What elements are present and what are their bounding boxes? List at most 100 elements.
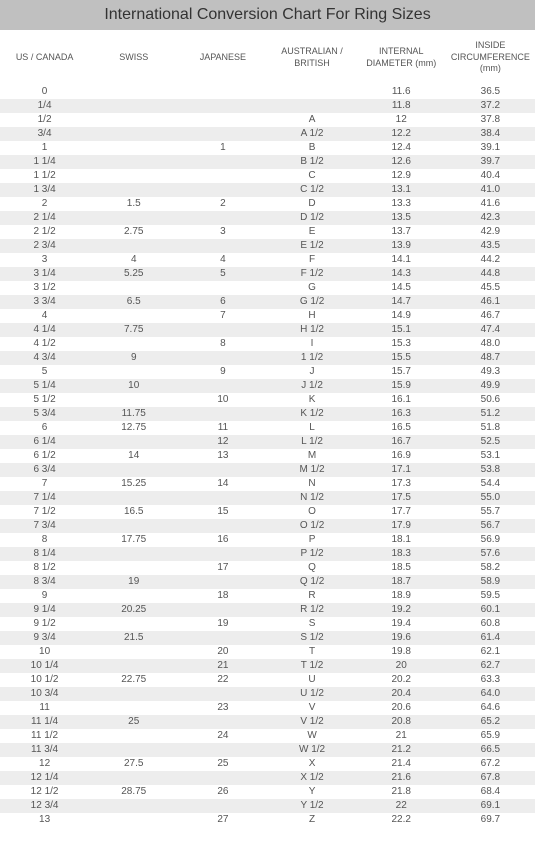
table-cell: T	[267, 645, 356, 659]
table-cell: 7	[0, 477, 89, 491]
table-cell: 1/4	[0, 99, 89, 113]
table-cell: N 1/2	[267, 491, 356, 505]
table-cell: 21	[178, 659, 267, 673]
table-row: 918R18.959.5	[0, 589, 535, 603]
table-cell: 69.1	[446, 799, 535, 813]
table-row: 2 1/22.753E13.742.9	[0, 225, 535, 239]
table-cell: E 1/2	[267, 239, 356, 253]
table-cell: G 1/2	[267, 295, 356, 309]
table-cell: V 1/2	[267, 715, 356, 729]
table-cell: 21.6	[357, 771, 446, 785]
table-row: 3 1/45.255F 1/214.344.8	[0, 267, 535, 281]
table-cell	[89, 141, 178, 155]
table-cell: 16.7	[357, 435, 446, 449]
table-cell	[89, 743, 178, 757]
table-cell: B 1/2	[267, 155, 356, 169]
table-cell: 7 1/4	[0, 491, 89, 505]
table-cell: 62.1	[446, 645, 535, 659]
table-cell	[89, 393, 178, 407]
table-cell	[89, 491, 178, 505]
table-cell: C 1/2	[267, 183, 356, 197]
table-cell: 13.7	[357, 225, 446, 239]
table-cell	[178, 519, 267, 533]
table-cell: 12 1/2	[0, 785, 89, 799]
table-cell: 12.4	[357, 141, 446, 155]
table-cell: 20.6	[357, 701, 446, 715]
table-cell: 18.3	[357, 547, 446, 561]
table-cell	[178, 169, 267, 183]
table-cell: W 1/2	[267, 743, 356, 757]
table-cell	[267, 85, 356, 99]
table-cell: 26	[178, 785, 267, 799]
table-cell: 46.1	[446, 295, 535, 309]
table-cell: 45.5	[446, 281, 535, 295]
table-cell	[267, 99, 356, 113]
table-cell: 17.1	[357, 463, 446, 477]
table-cell: 44.8	[446, 267, 535, 281]
table-cell: 60.8	[446, 617, 535, 631]
table-cell	[89, 155, 178, 169]
table-cell: D	[267, 197, 356, 211]
table-cell: 5 1/4	[0, 379, 89, 393]
table-cell	[178, 351, 267, 365]
table-row: 9 3/421.5S 1/219.661.4	[0, 631, 535, 645]
table-cell: E	[267, 225, 356, 239]
table-cell: 21	[357, 729, 446, 743]
table-cell: R 1/2	[267, 603, 356, 617]
table-cell: 1.5	[89, 197, 178, 211]
table-cell: 48.7	[446, 351, 535, 365]
table-row: 8 1/217Q18.558.2	[0, 561, 535, 575]
table-cell: 20.4	[357, 687, 446, 701]
table-cell: 56.9	[446, 533, 535, 547]
table-cell: M	[267, 449, 356, 463]
table-cell: Q 1/2	[267, 575, 356, 589]
table-cell: 2.75	[89, 225, 178, 239]
table-cell: 16	[178, 533, 267, 547]
table-cell: 20.25	[89, 603, 178, 617]
table-cell: 11.6	[357, 85, 446, 99]
table-row: 4 1/47.75H 1/215.147.4	[0, 323, 535, 337]
table-cell	[178, 743, 267, 757]
table-cell: 2 3/4	[0, 239, 89, 253]
table-cell	[178, 407, 267, 421]
table-cell: 12.2	[357, 127, 446, 141]
table-cell: 8	[178, 337, 267, 351]
table-cell: 12	[357, 113, 446, 127]
col-inside-circumference: INSIDE CIRCUMFERENCE (mm)	[446, 30, 535, 85]
table-cell	[178, 239, 267, 253]
table-cell: 0	[0, 85, 89, 99]
table-cell: 58.2	[446, 561, 535, 575]
table-cell: N	[267, 477, 356, 491]
table-cell: 16.5	[357, 421, 446, 435]
table-row: 47H14.946.7	[0, 309, 535, 323]
table-cell: 53.1	[446, 449, 535, 463]
table-row: 1227.525X21.467.2	[0, 757, 535, 771]
table-cell: 28.75	[89, 785, 178, 799]
table-cell: B	[267, 141, 356, 155]
table-cell: 19.4	[357, 617, 446, 631]
table-cell	[89, 127, 178, 141]
table-row: 817.7516P18.156.9	[0, 533, 535, 547]
table-row: 10 1/421T 1/22062.7	[0, 659, 535, 673]
table-cell: 20.2	[357, 673, 446, 687]
table-cell: 1 1/2	[267, 351, 356, 365]
table-cell: 1	[0, 141, 89, 155]
table-cell: 17.7	[357, 505, 446, 519]
table-cell: 65.9	[446, 729, 535, 743]
table-row: 7 1/4N 1/217.555.0	[0, 491, 535, 505]
table-cell	[178, 281, 267, 295]
table-cell: U 1/2	[267, 687, 356, 701]
table-cell: F	[267, 253, 356, 267]
table-cell	[178, 211, 267, 225]
table-cell	[178, 715, 267, 729]
table-cell	[178, 127, 267, 141]
table-cell: 36.5	[446, 85, 535, 99]
table-row: 12 1/228.7526Y21.868.4	[0, 785, 535, 799]
table-cell: 42.9	[446, 225, 535, 239]
table-cell: 9 1/2	[0, 617, 89, 631]
table-cell	[89, 519, 178, 533]
table-cell: 50.6	[446, 393, 535, 407]
table-row: 9 1/219S19.460.8	[0, 617, 535, 631]
table-cell: 10 3/4	[0, 687, 89, 701]
table-cell: 17	[178, 561, 267, 575]
